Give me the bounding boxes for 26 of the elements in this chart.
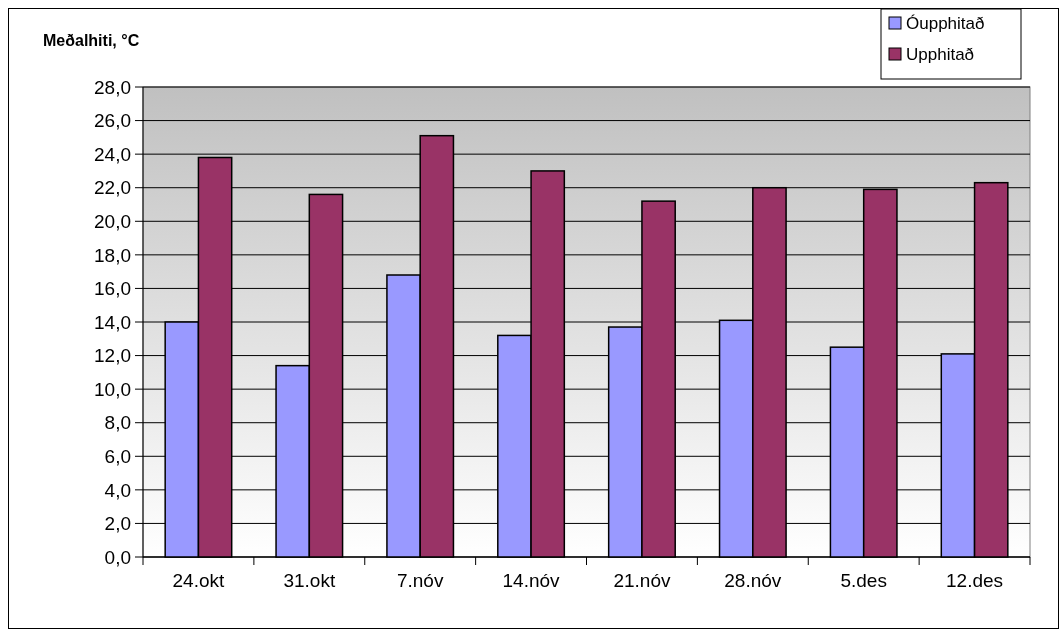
x-tick-label: 7.nóv <box>396 570 444 591</box>
y-tick-label: 10,0 <box>94 378 131 400</box>
y-tick-label: 22,0 <box>94 177 131 199</box>
y-tick-label: 28,0 <box>94 76 131 98</box>
x-tick-label: 31.okt <box>283 570 336 591</box>
y-tick-label: 18,0 <box>94 244 131 266</box>
y-tick-label: 14,0 <box>94 311 131 333</box>
y-tick-label: 8,0 <box>104 412 131 434</box>
x-tick-label: 5.des <box>840 570 887 591</box>
y-tick-label: 24,0 <box>94 143 131 165</box>
x-tick-label: 12.des <box>946 570 1004 591</box>
y-tick-label: 26,0 <box>94 110 131 132</box>
legend-label: Óupphitað <box>906 13 985 33</box>
x-tick-label: 14.nóv <box>502 570 561 591</box>
x-tick-label: 24.okt <box>172 570 226 591</box>
y-tick-label: 16,0 <box>94 278 131 300</box>
y-tick-label: 12,0 <box>94 345 131 367</box>
y-tick-label: 0,0 <box>104 546 131 568</box>
y-tick-label: 2,0 <box>104 513 131 535</box>
y-tick-label: 6,0 <box>104 445 131 467</box>
x-tick-label: 28.nóv <box>724 570 782 591</box>
y-axis-title: Meðalhiti, °C <box>43 32 140 49</box>
y-tick-label: 4,0 <box>104 479 131 501</box>
legend-label: Upphitað <box>906 44 975 64</box>
x-tick-label: 21.nóv <box>613 570 671 591</box>
y-tick-label: 20,0 <box>94 210 131 232</box>
